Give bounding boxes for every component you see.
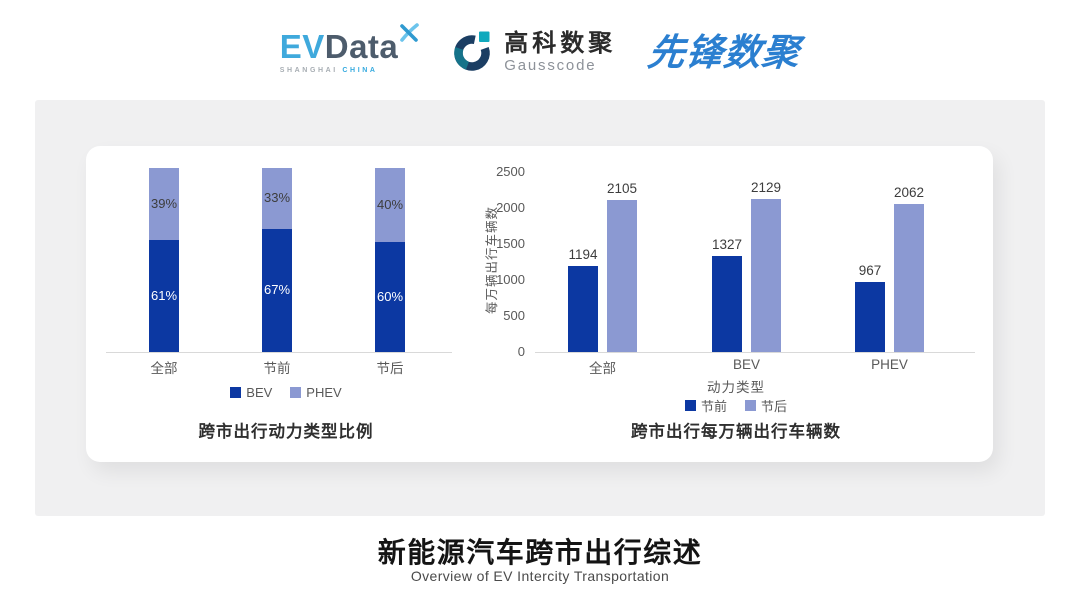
bar-value-label: 1327 — [711, 237, 743, 253]
evdata-wordmark: EV Data — [279, 23, 420, 65]
bar-segment-label: 67% — [263, 282, 291, 298]
legend-item-节前: 节前 — [684, 396, 727, 415]
bar-节前 — [568, 266, 598, 352]
gausscode-logo: 高科数聚 Gausscode — [451, 30, 616, 74]
bar-value-label: 1194 — [568, 247, 598, 263]
bar-segment-PHEV — [149, 168, 179, 240]
y-tick-label: 1500 — [496, 236, 525, 251]
bar-segment-label: 33% — [263, 190, 291, 206]
pioneer-logo: 先锋数聚 — [645, 31, 803, 73]
y-tick-label: 2000 — [496, 200, 525, 215]
x-category-label: 全部 — [589, 361, 616, 376]
bar-节后 — [751, 198, 781, 352]
bar-节后 — [607, 200, 637, 352]
x-axis-line — [106, 352, 452, 353]
evdata-ev-text: EV — [279, 28, 325, 65]
charts-panel: BEV PHEV 跨市出行动力类型比例 61% 39% 全部 67% 33% 节前 60% 40… — [35, 100, 1045, 516]
legend-swatch — [684, 400, 696, 411]
evdata-subtext: SHANGHAI CHINA — [280, 67, 420, 74]
y-tick-label: 500 — [503, 308, 525, 323]
stacked-bar-chart: BEV PHEV 跨市出行动力类型比例 61% 39% 全部 67% 33% 节前 60% 40… — [96, 146, 476, 462]
evdata-china-text: CHINA — [342, 67, 378, 74]
x-axis-title: 动力类型 — [707, 380, 765, 395]
x-category-label: PHEV — [871, 357, 908, 372]
pioneer-logo-text: 先锋数聚 — [645, 31, 803, 73]
bar-value-label: 967 — [858, 263, 882, 279]
legend-label: 节后 — [761, 399, 788, 414]
chart-title: 跨市出行动力类型比例 — [198, 423, 374, 441]
x-category-label: 节后 — [376, 361, 404, 376]
gausscode-g-icon — [454, 31, 490, 71]
legend-label: PHEV — [306, 385, 342, 400]
x-axis-line — [535, 352, 975, 353]
chart-title: 跨市出行每万辆出行车辆数 — [631, 423, 841, 441]
gausscode-en-text: Gausscode — [504, 56, 597, 74]
legend-item-PHEV: PHEV — [290, 385, 342, 400]
evdata-data-text: Data — [324, 28, 399, 65]
legend: BEV PHEV — [96, 385, 476, 400]
bar-节后 — [894, 203, 924, 352]
bar-节前 — [855, 282, 885, 352]
bar-segment-label: 60% — [376, 288, 404, 304]
logo-header: EV Data SHANGHAI CHINA 高科数聚 Gausscode — [0, 20, 1080, 84]
legend-item-节后: 节后 — [745, 396, 787, 415]
bar-value-label: 2129 — [750, 179, 782, 195]
bar-segment-label: 39% — [150, 195, 178, 211]
evdata-shanghai-text: SHANGHAI — [279, 67, 338, 74]
y-tick-label: 2500 — [496, 164, 525, 179]
legend-swatch — [290, 387, 302, 398]
bar-segment-PHEV — [262, 168, 292, 229]
charts-card: BEV PHEV 跨市出行动力类型比例 61% 39% 全部 67% 33% 节前 60% 40… — [86, 146, 993, 462]
legend-label: BEV — [246, 385, 273, 400]
gausscode-text: 高科数聚 Gausscode — [504, 30, 616, 74]
evdata-x-leaf-icon — [400, 23, 420, 42]
y-tick-label: 1000 — [496, 272, 525, 287]
bar-value-label: 2062 — [893, 184, 925, 200]
bar-segment-BEV — [149, 239, 179, 352]
x-category-label: BEV — [732, 357, 760, 372]
bar-segment-label: 40% — [376, 196, 404, 212]
legend-swatch — [230, 387, 242, 398]
bar-节前 — [712, 256, 742, 352]
bar-value-label: 2105 — [606, 181, 638, 197]
gausscode-cn-text: 高科数聚 — [504, 29, 617, 57]
legend: 节前 节后 — [496, 396, 976, 415]
bar-segment-label: 61% — [150, 287, 178, 303]
evdata-logo: EV Data SHANGHAI CHINA — [279, 23, 420, 74]
y-tick-label: 0 — [517, 344, 525, 359]
x-category-label: 节前 — [263, 361, 291, 376]
bar-segment-BEV — [262, 228, 292, 352]
legend-swatch — [745, 400, 756, 411]
main-title: 新能源汽车跨市出行综述 — [377, 537, 703, 568]
grouped-bar-chart: 每万辆出行车辆数 动力类型 节前 节后 跨市出行每万辆出行车辆数 0 500 1000… — [476, 146, 993, 462]
legend-item-BEV: BEV — [230, 385, 272, 400]
x-category-label: 全部 — [150, 361, 178, 376]
main-subtitle: Overview of EV Intercity Transportation — [410, 568, 670, 584]
bar-segment-PHEV — [375, 168, 405, 242]
legend-label: 节前 — [700, 399, 727, 414]
bar-segment-BEV — [375, 241, 405, 352]
